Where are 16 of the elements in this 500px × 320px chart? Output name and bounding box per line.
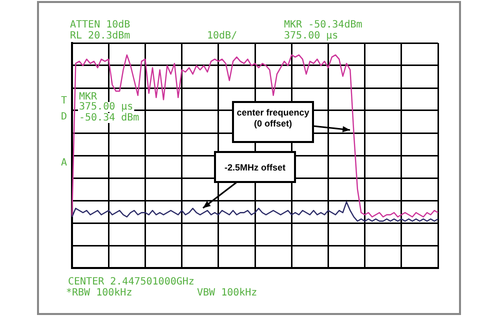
text: MKR -50.34dBm [284,20,362,31]
annotation: -50.34 dBm [79,112,140,124]
text: CENTER 2.447501000GHz [68,276,194,288]
text: ATTEN 10dB [70,20,130,31]
text: 10dB/ [207,30,238,42]
text: *RBW 100kHz [66,288,132,299]
text: T [61,96,68,107]
annotation: center frequency (0 offset) [236,107,310,128]
text: 375.00 µs [284,30,338,42]
text: A [61,158,68,169]
text: VBW 100kHz [197,288,258,299]
annotation: -2.5MHz offset [224,162,286,172]
annotation: MKR [79,92,98,103]
annotation: 375.00 µs [79,102,134,113]
text: D [61,112,68,123]
text: RL 20.3dBm [70,30,130,42]
